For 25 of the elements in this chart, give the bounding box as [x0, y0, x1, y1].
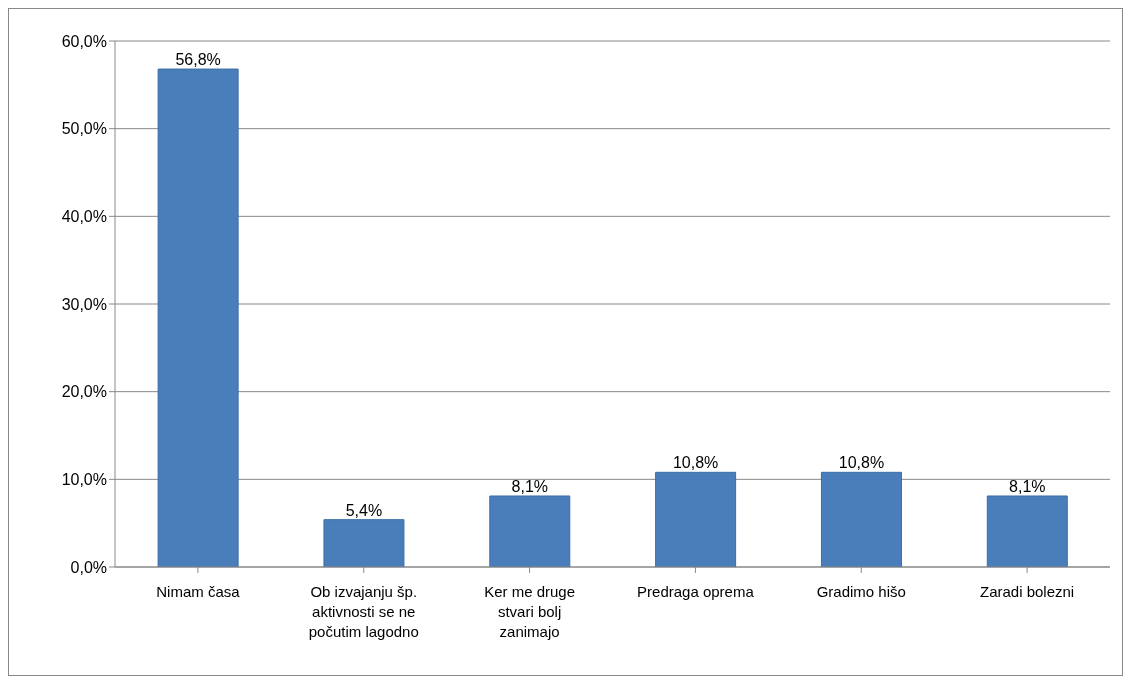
x-tick-label: Nimam časa	[156, 583, 241, 600]
data-label: 10,8%	[838, 454, 885, 472]
data-label: 8,1%	[1009, 477, 1046, 495]
bar	[655, 471, 737, 567]
x-tick-label: Gradimo hišo	[816, 583, 906, 600]
bar	[986, 495, 1068, 567]
bar	[157, 68, 239, 567]
data-label: 56,8%	[175, 51, 221, 69]
x-tick-label: Predraga oprema	[637, 583, 755, 600]
data-label: 5,4%	[345, 501, 383, 519]
bar	[820, 471, 902, 567]
y-tick-label: 30,0%	[61, 295, 107, 313]
y-tick-label: 10,0%	[61, 471, 107, 489]
bar	[489, 495, 571, 567]
y-tick-label: 50,0%	[61, 120, 107, 138]
y-tick-label: 20,0%	[61, 383, 107, 401]
y-tick-label: 0,0%	[70, 558, 107, 576]
y-tick-label: 40,0%	[61, 208, 107, 226]
y-tick-label: 60,0%	[61, 32, 107, 50]
x-tick-label: Ob izvajanju šp. aktivnosti se ne počutim lagodno	[308, 583, 419, 640]
x-tick-label: Zaradi bolezni	[979, 583, 1075, 600]
data-label: 10,8%	[672, 454, 719, 472]
data-label: 8,1%	[511, 477, 549, 495]
bar	[323, 519, 405, 567]
x-tick-label: Ker me druge stvari bolj zanimajo	[484, 583, 576, 640]
